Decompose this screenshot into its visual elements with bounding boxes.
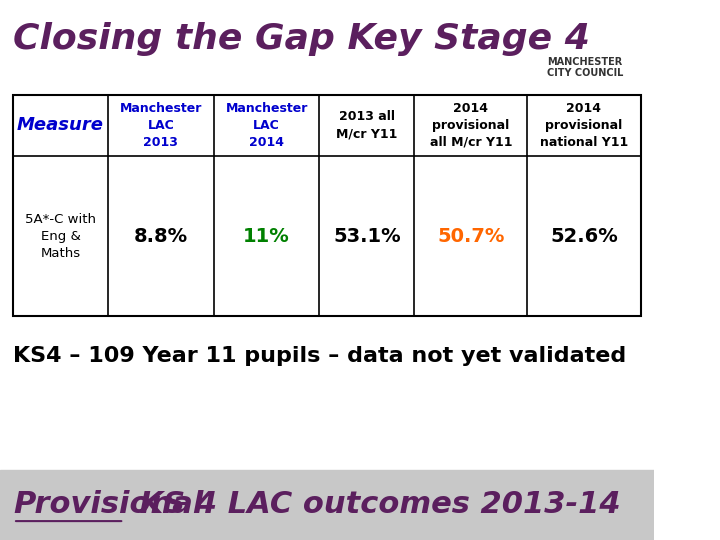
Text: KS 4 LAC outcomes 2013-14: KS 4 LAC outcomes 2013-14 [129, 490, 621, 519]
Text: 52.6%: 52.6% [550, 227, 618, 246]
Text: 2014
provisional
national Y11: 2014 provisional national Y11 [540, 102, 628, 149]
Text: Manchester
LAC
2013: Manchester LAC 2013 [120, 102, 202, 149]
Text: 2013 all
M/cr Y11: 2013 all M/cr Y11 [336, 111, 397, 140]
Text: Closing the Gap Key Stage 4: Closing the Gap Key Stage 4 [13, 22, 590, 56]
Text: 8.8%: 8.8% [134, 227, 188, 246]
Text: Measure: Measure [17, 117, 104, 134]
Text: KS4 – 109 Year 11 pupils – data not yet validated: KS4 – 109 Year 11 pupils – data not yet … [13, 346, 626, 366]
Text: 53.1%: 53.1% [333, 227, 401, 246]
Text: MANCHESTER
CITY COUNCIL: MANCHESTER CITY COUNCIL [546, 57, 623, 78]
Text: Provisional: Provisional [13, 490, 204, 519]
Text: 11%: 11% [243, 227, 290, 246]
Text: 50.7%: 50.7% [437, 227, 505, 246]
Text: 2014
provisional
all M/cr Y11: 2014 provisional all M/cr Y11 [430, 102, 512, 149]
Text: Manchester
LAC
2014: Manchester LAC 2014 [225, 102, 307, 149]
Text: 5A*-C with
Eng &
Maths: 5A*-C with Eng & Maths [25, 213, 96, 260]
